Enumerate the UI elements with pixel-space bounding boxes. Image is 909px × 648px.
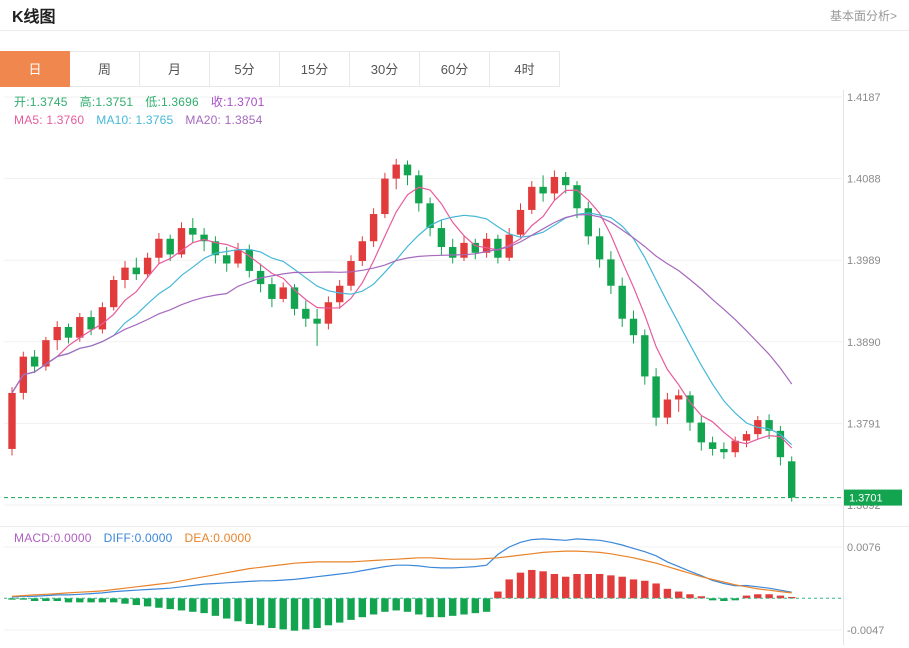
page-header: K线图 基本面分析> [0,0,909,31]
macd-legend: MACD:0.0000 DIFF:0.0000 DEA:0.0000 [14,531,251,545]
price-tick-label: 1.3791 [847,418,881,430]
current-price-badge: 1.3701 [844,489,902,506]
tab-1[interactable]: 日 [0,51,70,87]
ma-legend: MA5: 1.3760 MA10: 1.3765 MA20: 1.3854 [14,113,263,127]
legend-close: 收:1.3701 [210,95,265,109]
diff-line [11,538,792,598]
legend-ma10: MA10: 1.3765 [96,113,174,127]
legend-low: 低:1.3696 [145,95,199,109]
legend-dea: DEA:0.0000 [184,531,252,545]
macd-axis: 0.0076 -0.0047 [847,542,884,637]
ma20-line [11,213,793,394]
macd-tick-label: 0.0076 [847,542,881,554]
legend-open: 开:1.3745 [14,95,68,109]
ma5-line [11,186,793,449]
dea-line [11,550,792,597]
legend-ma5: MA5: 1.3760 [14,113,85,127]
ohlc-legend: 开:1.3745 高:1.3751 低:1.3696 收:1.3701 [14,93,265,110]
ma10-line [11,212,793,446]
price-grid [4,96,842,631]
legend-macd: MACD:0.0000 [14,531,92,545]
legend-diff: DIFF:0.0000 [103,531,173,545]
tab-5[interactable]: 15分 [280,51,350,87]
price-tick-label: 1.4088 [847,174,881,186]
tab-4[interactable]: 5分 [210,51,280,87]
tab-8[interactable]: 4时 [490,51,560,87]
legend-high: 高:1.3751 [79,95,134,109]
current-price-text: 1.3701 [849,493,883,505]
tab-3[interactable]: 月 [140,51,210,87]
tab-2[interactable]: 周 [70,51,140,87]
macd-histogram [8,569,796,631]
tab-7[interactable]: 60分 [420,51,490,87]
page-title: K线图 [12,9,56,26]
candles [8,158,796,502]
tab-bar: 日周月 5分 15分 30分 60分 4时 [0,51,560,87]
price-tick-label: 1.4187 [847,92,881,104]
legend-ma20: MA20: 1.3854 [185,113,263,127]
tab-6[interactable]: 30分 [350,51,420,87]
fundamental-analysis-link[interactable]: 基本面分析> [829,8,897,23]
macd-tick-label: -0.0047 [847,625,884,637]
price-tick-label: 1.3890 [847,337,881,349]
price-tick-label: 1.3989 [847,255,881,267]
